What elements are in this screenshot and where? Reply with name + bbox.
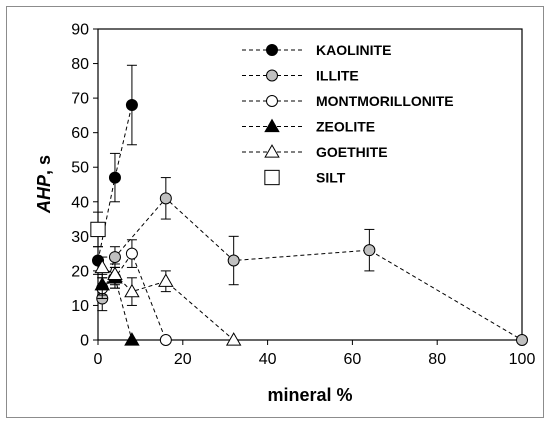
plot-area <box>97 28 523 341</box>
series-kaolinite <box>92 64 138 275</box>
data-point <box>227 254 240 267</box>
legend-item-montmorillonite: MONTMORILLONITE <box>242 93 454 109</box>
y-tick-label: 10 <box>71 298 89 315</box>
data-point <box>363 244 376 257</box>
data-point <box>225 332 242 346</box>
legend-marker <box>266 69 278 82</box>
y-tick-label: 0 <box>80 333 89 350</box>
y-tick-label: 40 <box>71 194 89 211</box>
x-tick-label: 80 <box>428 351 446 368</box>
legend-label: KAOLINITE <box>316 42 391 58</box>
x-tick-label: 60 <box>344 351 362 368</box>
x-axis-title: mineral % <box>267 385 352 405</box>
x-tick-label: 0 <box>94 351 103 368</box>
series-illite <box>96 177 528 346</box>
data-point <box>516 334 528 346</box>
y-tick-label: 50 <box>71 160 89 177</box>
data-point <box>94 259 110 274</box>
legend-marker <box>264 144 280 158</box>
x-tick-label: 40 <box>259 351 277 368</box>
series-silt <box>90 211 106 248</box>
legend-label: ILLITE <box>316 68 359 84</box>
x-tick-label: 20 <box>174 351 192 368</box>
series-goethite <box>94 256 242 346</box>
y-tick-label: 30 <box>71 229 89 246</box>
y-axis-title-main: AHP <box>34 174 54 214</box>
data-point <box>124 283 140 298</box>
legend-label: GOETHITE <box>316 144 388 160</box>
legend-label: MONTMORILLONITE <box>316 93 454 109</box>
legend-marker <box>264 169 280 186</box>
y-tick-label: 60 <box>71 125 89 142</box>
legend-item-silt: SILT <box>264 169 346 186</box>
legend-item-illite: ILLITE <box>242 68 359 84</box>
data-point <box>125 99 138 112</box>
data-point <box>90 221 106 238</box>
legend-item-zeolite: ZEOLITE <box>242 119 375 135</box>
data-point <box>124 332 140 346</box>
y-tick-label: 90 <box>71 22 89 39</box>
axis-ticks: 0 10 20 30 40 50 60 70 80 90 0 20 40 60 80 100 <box>71 22 535 369</box>
legend: KAOLINITE ILLITE MONTMORILLONITE ZEOLITE GOE… <box>242 42 454 186</box>
x-tick-label: 100 <box>509 351 536 368</box>
data-point <box>125 247 138 260</box>
data-series <box>90 64 528 346</box>
y-axis-title: AHP, s <box>34 155 54 214</box>
y-axis-title-suffix: , s <box>34 155 54 175</box>
legend-label: ZEOLITE <box>316 119 375 135</box>
legend-marker <box>266 95 278 107</box>
y-tick-label: 80 <box>71 56 89 73</box>
y-tick-label: 70 <box>71 91 89 108</box>
data-point <box>108 171 121 184</box>
legend-marker <box>264 118 280 133</box>
chart-frame <box>6 6 544 418</box>
series-line <box>101 197 523 341</box>
data-point <box>108 251 121 264</box>
data-point <box>107 266 123 281</box>
data-point <box>159 192 172 205</box>
legend-item-kaolinite: KAOLINITE <box>242 42 391 58</box>
y-tick-label: 20 <box>71 263 89 280</box>
legend-marker <box>266 44 278 56</box>
data-point <box>159 334 172 346</box>
legend-item-goethite: GOETHITE <box>242 144 388 160</box>
data-point <box>158 273 174 287</box>
legend-label: SILT <box>316 170 346 186</box>
data-point <box>94 276 110 291</box>
